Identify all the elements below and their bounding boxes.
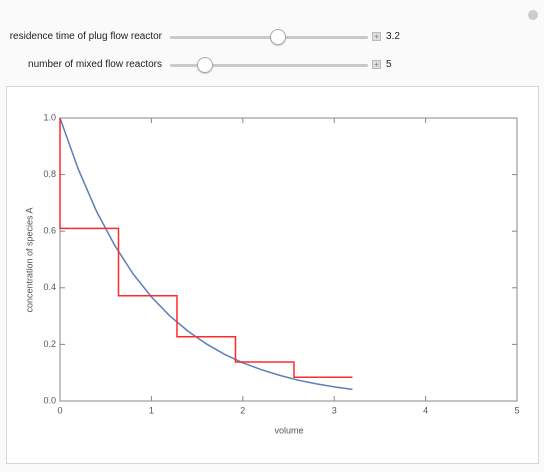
- slider-knob[interactable]: [270, 29, 286, 45]
- expand-button[interactable]: +: [372, 32, 381, 41]
- control-label: residence time of plug flow reactor: [9, 31, 162, 42]
- plot-frame: [59, 117, 518, 402]
- x-tick-label: 2: [240, 405, 245, 415]
- data-line: [59, 117, 353, 391]
- control-row: number of mixed flow reactors + 5: [0, 57, 544, 73]
- slider-track[interactable]: [170, 36, 368, 39]
- y-tick-label: 0.6: [43, 226, 56, 236]
- y-tick-label: 0.0: [43, 395, 56, 405]
- x-tick-label: 1: [149, 405, 154, 415]
- x-tick-label: 3: [332, 405, 337, 415]
- slider-track[interactable]: [170, 64, 368, 67]
- x-tick-label: 0: [57, 405, 62, 415]
- x-tick-label: 4: [423, 405, 428, 415]
- y-tick-label: 0.4: [43, 282, 56, 292]
- slider-knob[interactable]: [197, 57, 213, 73]
- y-tick-label: 1.0: [43, 112, 56, 122]
- expand-button[interactable]: +: [372, 60, 381, 69]
- options-button[interactable]: [528, 10, 538, 20]
- control-row: residence time of plug flow reactor + 3.…: [0, 29, 544, 45]
- control-label: number of mixed flow reactors: [28, 59, 162, 70]
- x-tick-label: 5: [514, 405, 519, 415]
- data-line: [59, 118, 353, 378]
- y-tick-label: 0.2: [43, 339, 56, 349]
- control-value: 5: [386, 59, 392, 70]
- control-value: 3.2: [386, 31, 400, 42]
- y-axis-label: concentration of species A: [24, 207, 34, 312]
- y-tick-label: 0.8: [43, 169, 56, 179]
- x-axis-label: volume: [274, 425, 303, 435]
